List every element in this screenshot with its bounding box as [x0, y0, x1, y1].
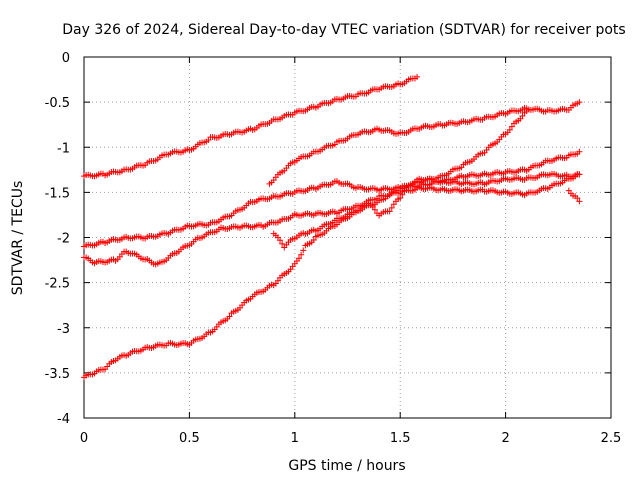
y-tick-label: -1.5: [45, 186, 70, 201]
x-tick-label: 1.5: [390, 431, 411, 446]
data-point: [296, 255, 303, 262]
data-point: [399, 191, 406, 198]
y-tick-label: -2.5: [45, 277, 70, 292]
y-tick-label: -3.5: [45, 367, 70, 382]
x-tick-label: 2: [501, 431, 509, 446]
data-point: [277, 237, 284, 244]
data-point: [506, 126, 513, 133]
data-points: [81, 73, 583, 381]
y-tick-label: -0.5: [45, 96, 70, 111]
data-point: [576, 171, 583, 178]
data-point: [508, 123, 515, 130]
data-point: [414, 73, 421, 80]
series-trace-6: [270, 170, 583, 251]
x-tick-label: 2.5: [601, 431, 622, 446]
y-tick-label: 0: [62, 51, 70, 66]
x-tick-label: 0.5: [179, 431, 200, 446]
y-tick-label: -3: [57, 322, 70, 337]
data-point: [300, 247, 307, 254]
grid-lines: [84, 57, 611, 418]
x-tick-label: 1: [291, 431, 299, 446]
data-point: [519, 112, 526, 119]
data-point: [386, 208, 393, 215]
data-point: [576, 99, 583, 106]
axis-ticks: [83, 56, 612, 419]
data-point: [388, 204, 395, 211]
x-tick-labels: 0 0.5 1 1.5 2 2.5: [80, 431, 621, 446]
y-tick-labels: 0 -0.5 -1 -1.5 -2 -2.5 -3 -3.5 -4: [45, 51, 70, 427]
series-trace-5: [81, 108, 530, 381]
y-tick-label: -4: [57, 412, 70, 427]
y-tick-label: -2: [57, 232, 70, 247]
data-point: [576, 198, 583, 205]
x-tick-label: 0: [80, 431, 88, 446]
x-axis-label: GPS time / hours: [288, 458, 405, 474]
data-point: [371, 206, 378, 213]
data-point: [574, 195, 581, 202]
series-trace-7: [565, 187, 583, 205]
series-trace-2: [266, 99, 583, 187]
series-trace-3: [81, 148, 583, 250]
data-point: [298, 251, 305, 258]
data-point: [226, 313, 233, 320]
data-point: [279, 240, 286, 247]
data-point: [576, 148, 583, 155]
chart-title: Day 326 of 2024, Sidereal Day-to-day VTE…: [62, 22, 625, 38]
y-tick-label: -1: [57, 141, 70, 156]
y-axis-label: SDTVAR / TECUs: [10, 181, 26, 296]
series-trace-1: [81, 73, 421, 180]
data-point: [523, 108, 530, 115]
data-point: [397, 194, 404, 201]
data-point: [310, 236, 317, 243]
data-point: [401, 188, 408, 195]
